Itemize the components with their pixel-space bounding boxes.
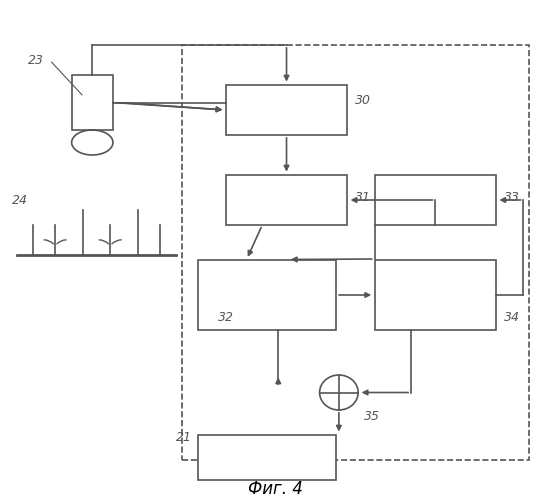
FancyBboxPatch shape: [198, 435, 336, 480]
Text: 24: 24: [12, 194, 28, 206]
Text: 21: 21: [176, 431, 192, 444]
Text: 35: 35: [364, 410, 380, 423]
FancyBboxPatch shape: [375, 175, 496, 225]
Text: 31: 31: [355, 191, 371, 204]
FancyBboxPatch shape: [198, 260, 336, 330]
Text: Фиг. 4: Фиг. 4: [248, 480, 303, 498]
FancyBboxPatch shape: [226, 85, 347, 135]
Text: 33: 33: [504, 191, 520, 204]
FancyBboxPatch shape: [72, 75, 113, 130]
Text: 23: 23: [28, 54, 44, 66]
FancyBboxPatch shape: [375, 260, 496, 330]
Text: 30: 30: [355, 94, 371, 106]
Text: 34: 34: [504, 311, 520, 324]
Text: 32: 32: [218, 311, 234, 324]
FancyBboxPatch shape: [226, 175, 347, 225]
